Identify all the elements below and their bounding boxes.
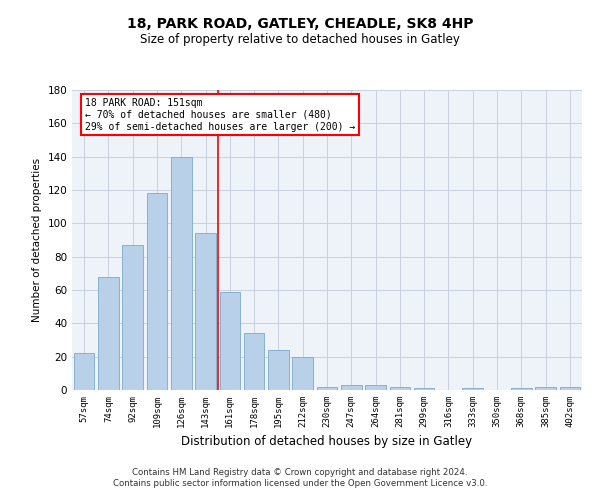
Bar: [414, 388, 434, 390]
Bar: [535, 386, 556, 390]
Y-axis label: Number of detached properties: Number of detached properties: [32, 158, 42, 322]
Bar: [74, 354, 94, 390]
Text: Size of property relative to detached houses in Gatley: Size of property relative to detached ho…: [140, 32, 460, 46]
Bar: [98, 276, 119, 390]
Text: 18, PARK ROAD, GATLEY, CHEADLE, SK8 4HP: 18, PARK ROAD, GATLEY, CHEADLE, SK8 4HP: [127, 18, 473, 32]
X-axis label: Distribution of detached houses by size in Gatley: Distribution of detached houses by size …: [181, 436, 473, 448]
Bar: [220, 292, 240, 390]
Bar: [171, 156, 191, 390]
Bar: [146, 194, 167, 390]
Text: 18 PARK ROAD: 151sqm
← 70% of detached houses are smaller (480)
29% of semi-deta: 18 PARK ROAD: 151sqm ← 70% of detached h…: [85, 98, 355, 132]
Bar: [463, 388, 483, 390]
Bar: [560, 386, 580, 390]
Bar: [195, 234, 216, 390]
Bar: [244, 334, 265, 390]
Bar: [511, 388, 532, 390]
Bar: [389, 386, 410, 390]
Bar: [292, 356, 313, 390]
Bar: [268, 350, 289, 390]
Bar: [365, 385, 386, 390]
Bar: [317, 386, 337, 390]
Text: Contains HM Land Registry data © Crown copyright and database right 2024.
Contai: Contains HM Land Registry data © Crown c…: [113, 468, 487, 487]
Bar: [122, 245, 143, 390]
Bar: [341, 385, 362, 390]
